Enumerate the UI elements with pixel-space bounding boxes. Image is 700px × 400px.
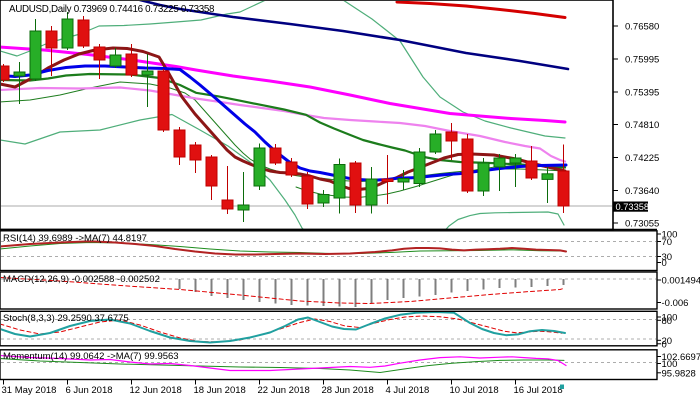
svg-text:0.75395: 0.75395 [625, 88, 659, 99]
svg-text:Momentum(14) 99.0642 ->MA(7): Momentum(14) 99.0642 ->MA(7) 99.9563 [3, 351, 179, 362]
svg-text:80: 80 [662, 316, 673, 327]
svg-text:70: 70 [662, 237, 673, 248]
svg-text:95.9828: 95.9828 [662, 368, 696, 379]
svg-text:RSI(14) 39.6989 ->MA(7) 44.81: RSI(14) 39.6989 ->MA(7) 44.8197 [3, 233, 147, 244]
svg-text:16 Jul 2018: 16 Jul 2018 [514, 385, 563, 396]
svg-text:18 Jun 2018: 18 Jun 2018 [194, 385, 246, 396]
svg-text:AUDUSD,Daily 0.73969 0.74416: AUDUSD,Daily 0.73969 0.74416 0.73225 0.7… [9, 4, 215, 15]
svg-text:-0.006: -0.006 [662, 298, 689, 309]
svg-text:12 Jun 2018: 12 Jun 2018 [130, 385, 182, 396]
svg-text:0.74810: 0.74810 [625, 120, 659, 131]
svg-text:102.6697: 102.6697 [662, 352, 700, 363]
svg-text:Stoch(8,3,3) 29.2590 37.6775: Stoch(8,3,3) 29.2590 37.6775 [3, 313, 129, 324]
svg-text:22 Jun 2018: 22 Jun 2018 [258, 385, 310, 396]
svg-text:0.73358: 0.73358 [616, 202, 650, 212]
svg-text:0.001494: 0.001494 [662, 276, 700, 287]
svg-text:0: 0 [662, 258, 667, 269]
svg-text:20: 20 [662, 336, 673, 347]
svg-text:0.73640: 0.73640 [625, 186, 659, 197]
svg-text:6 Jun 2018: 6 Jun 2018 [66, 385, 113, 396]
svg-text:0.73055: 0.73055 [625, 219, 659, 230]
svg-text:0.74225: 0.74225 [625, 153, 659, 164]
svg-text:28 Jun 2018: 28 Jun 2018 [322, 385, 374, 396]
svg-text:MACD(12,26,9) -0.002588 -0.002: MACD(12,26,9) -0.002588 -0.002502 [3, 274, 160, 285]
svg-text:10 Jul 2018: 10 Jul 2018 [450, 385, 499, 396]
svg-text:100: 100 [662, 230, 678, 241]
svg-text:100: 100 [662, 359, 678, 370]
svg-text:31 May 2018: 31 May 2018 [2, 385, 57, 396]
svg-text:4 Jul 2018: 4 Jul 2018 [386, 385, 430, 396]
svg-text:0.76580: 0.76580 [625, 22, 659, 33]
svg-text:0: 0 [662, 339, 667, 350]
svg-text:0.75995: 0.75995 [625, 55, 659, 66]
svg-text:30: 30 [662, 252, 673, 263]
svg-text:100: 100 [662, 313, 678, 324]
